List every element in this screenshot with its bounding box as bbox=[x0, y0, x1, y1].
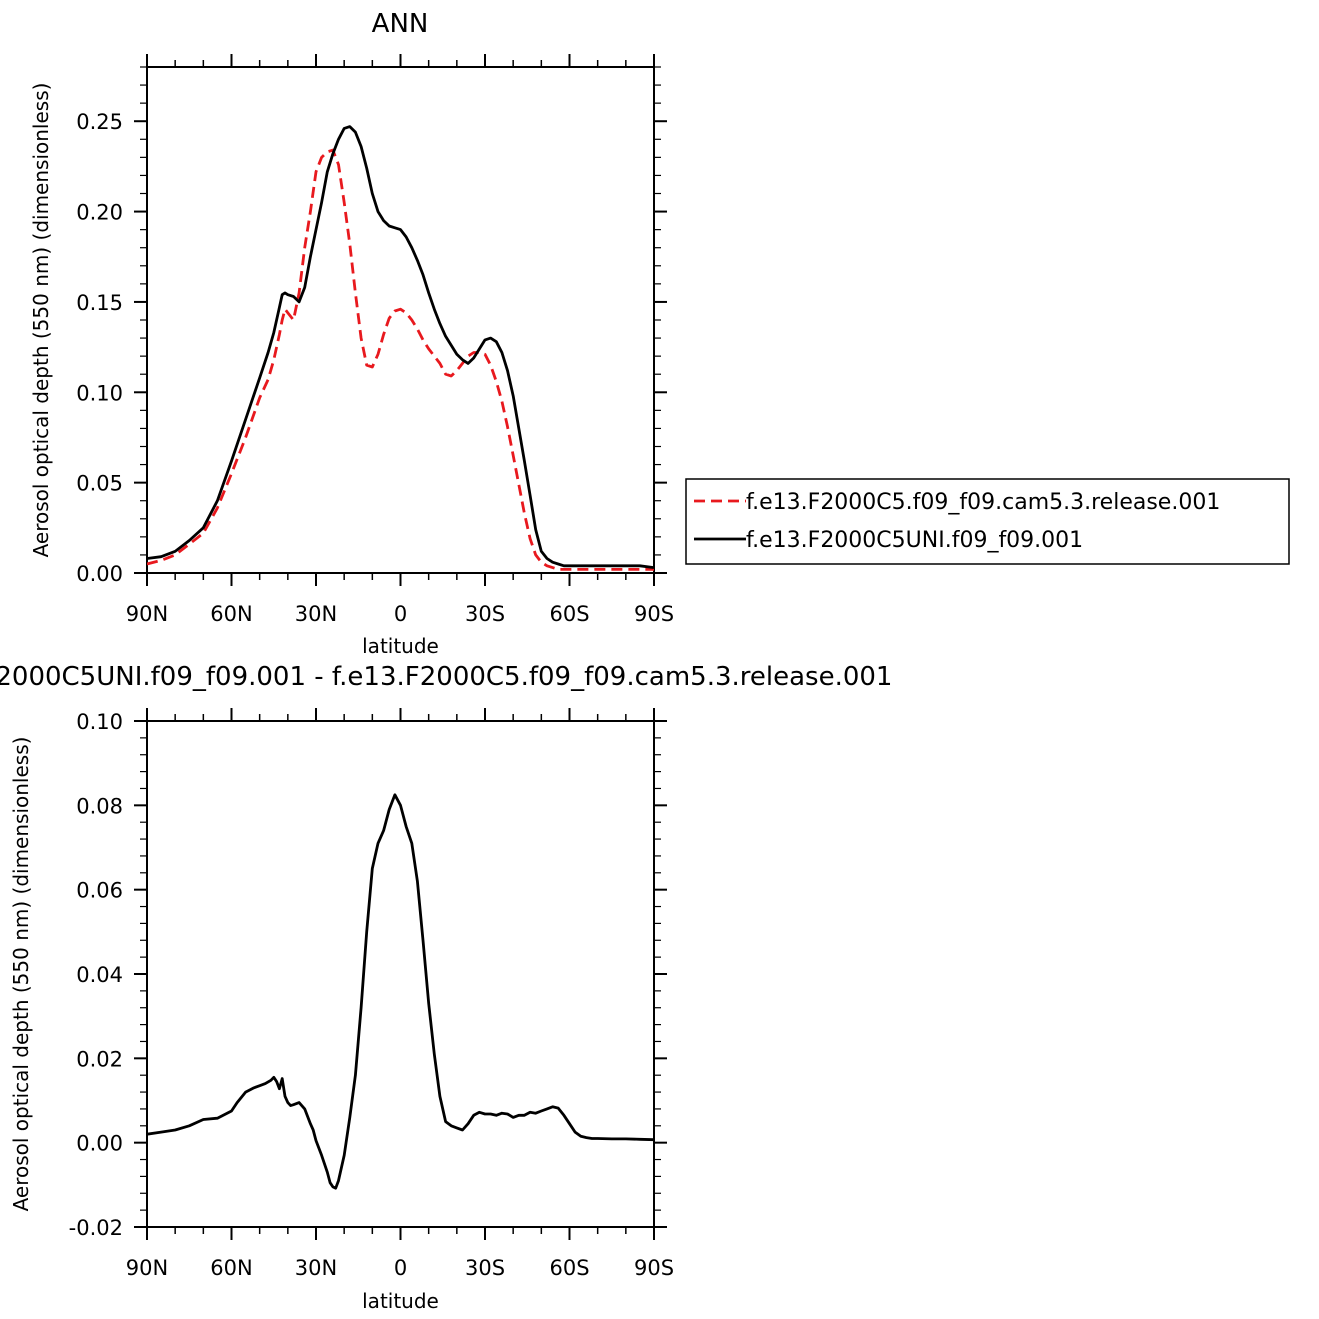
y-axis-label: Aerosol optical depth (550 nm) (dimensio… bbox=[29, 83, 53, 558]
y-tick-label: 0.08 bbox=[76, 794, 123, 818]
y-tick-label: 0.10 bbox=[76, 381, 123, 405]
x-tick-label: 90N bbox=[126, 602, 168, 626]
x-axis-label: latitude bbox=[362, 1289, 439, 1313]
y-tick-label: 0.02 bbox=[76, 1047, 123, 1071]
x-tick-label: 90S bbox=[634, 1256, 674, 1280]
legend-label: f.e13.F2000C5.f09_f09.cam5.3.release.001 bbox=[746, 490, 1220, 515]
plot-frame bbox=[146, 720, 655, 1228]
x-tick-label: 30N bbox=[295, 602, 337, 626]
x-tick-label: 60S bbox=[549, 602, 589, 626]
x-axis-label: latitude bbox=[362, 634, 439, 658]
y-tick-label: 0.05 bbox=[76, 472, 123, 496]
x-tick-label: 60N bbox=[210, 602, 252, 626]
x-tick-label: 0 bbox=[394, 602, 407, 626]
x-tick-label: 30S bbox=[465, 602, 505, 626]
y-tick-label: 0.15 bbox=[76, 291, 123, 315]
x-tick-label: 60S bbox=[549, 1256, 589, 1280]
y-tick-label: 0.00 bbox=[76, 1132, 123, 1156]
x-tick-label: 60N bbox=[210, 1256, 252, 1280]
top-panel-latitude-line-chart: ANN 90N 60N 30N 0 30S 60S 90S 0.00 0.05 0.10 0.15 0.… bbox=[29, 9, 1290, 658]
chart-title: ANN bbox=[372, 9, 429, 39]
y-tick-label: 0.20 bbox=[76, 201, 123, 225]
y-tick-label: 0.10 bbox=[76, 710, 123, 734]
x-tick-label: 0 bbox=[394, 1256, 407, 1280]
y-tick-label: 0.04 bbox=[76, 963, 123, 987]
chart-title: f.e13.F2000C5UNI.f09_f09.001 - f.e13.F20… bbox=[0, 662, 892, 692]
series-line-1 bbox=[147, 125, 654, 569]
legend-label: f.e13.F2000C5UNI.f09_f09.001 bbox=[746, 528, 1083, 553]
x-tick-label: 90N bbox=[126, 1256, 168, 1280]
y-tick-label: 0.06 bbox=[76, 879, 123, 903]
x-tick-label: 30S bbox=[465, 1256, 505, 1280]
y-tick-label: -0.02 bbox=[69, 1216, 123, 1240]
y-tick-label: 0.25 bbox=[76, 110, 123, 134]
bottom-panel-difference-line-chart: f.e13.F2000C5UNI.f09_f09.001 - f.e13.F20… bbox=[0, 662, 892, 1313]
x-tick-label: 30N bbox=[295, 1256, 337, 1280]
y-tick-label: 0.00 bbox=[76, 562, 123, 586]
y-axis-label: Aerosol optical depth (550 nm) (dimensio… bbox=[9, 737, 33, 1212]
x-tick-label: 90S bbox=[634, 602, 674, 626]
series-line-0 bbox=[147, 148, 654, 571]
legend-box bbox=[685, 478, 1290, 565]
series-line-0 bbox=[147, 793, 654, 1190]
